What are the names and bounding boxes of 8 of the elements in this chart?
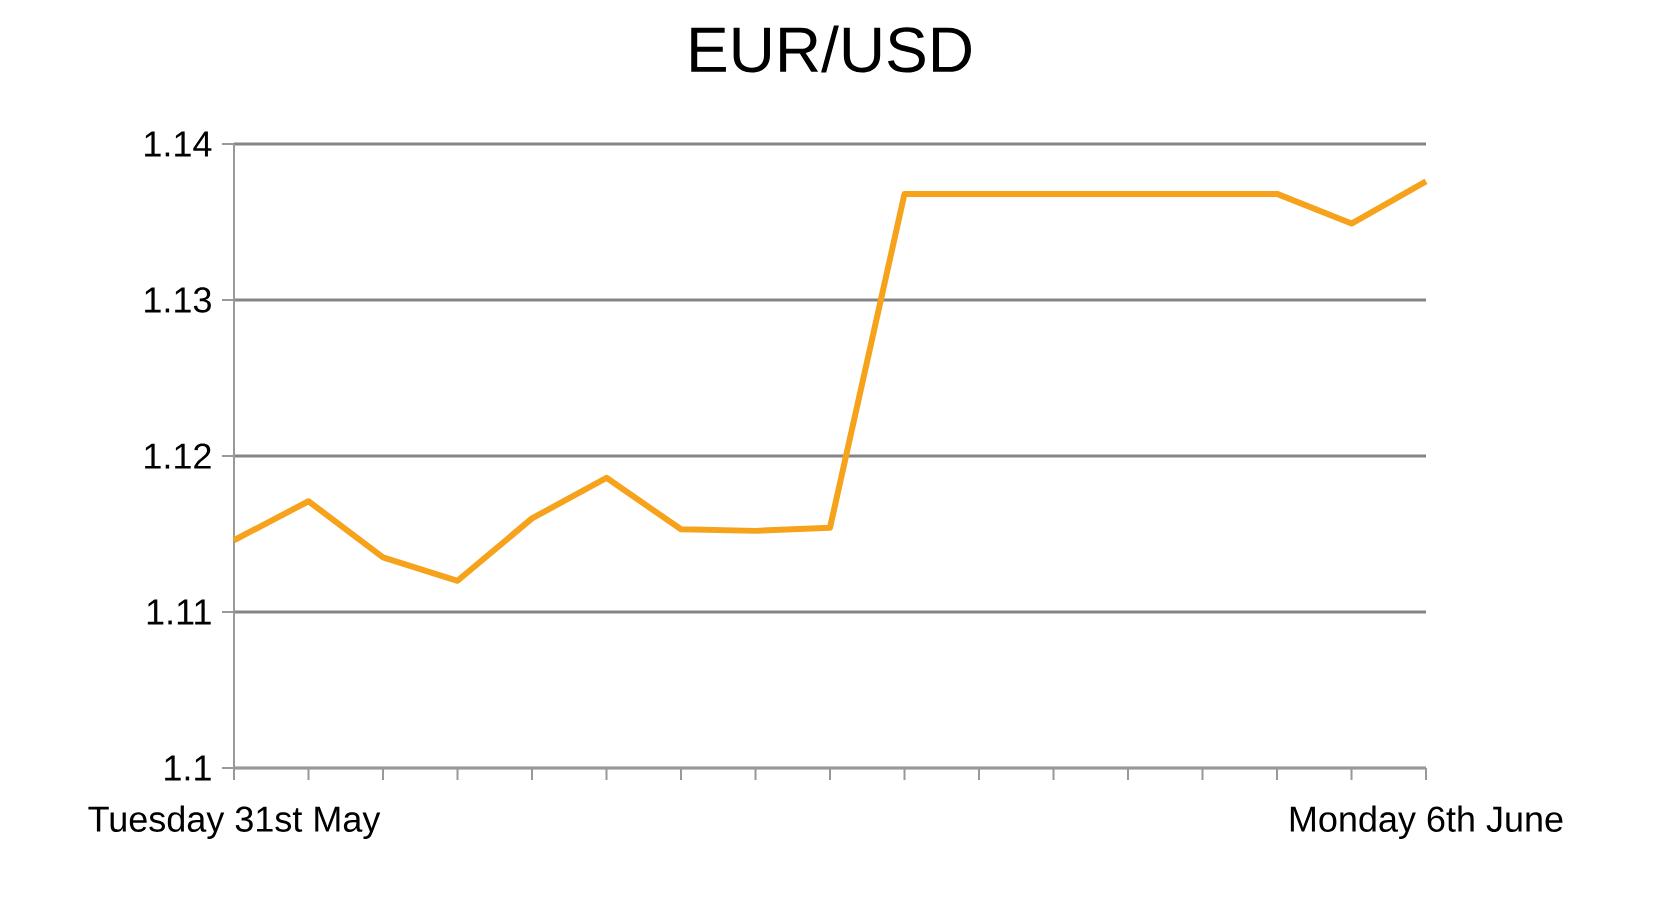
chart-title: EUR/USD [691, 25, 971, 73]
y-tick-label: 1.14 [145, 131, 212, 157]
y-tick-label: 1.13 [145, 287, 211, 313]
y-tick-label: 1.1 [165, 755, 211, 781]
x-tick-label: Monday 6th June [1290, 805, 1563, 840]
x-tick-label: Tuesday 31st May [88, 805, 381, 840]
y-tick-label: 1.12 [145, 443, 211, 469]
y-tick-label: 1.11 [147, 599, 211, 625]
